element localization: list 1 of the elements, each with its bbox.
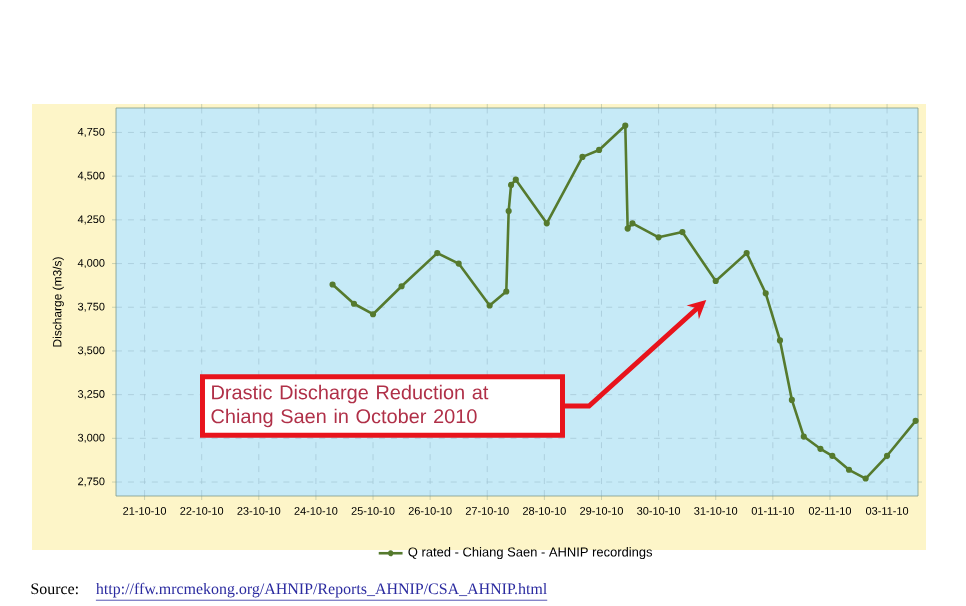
annotation: Drastic Discharge Reduction at Chiang Saen in October 2010 [211,384,489,428]
